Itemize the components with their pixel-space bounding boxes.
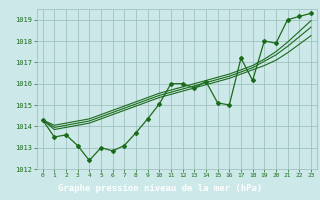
Text: Graphe pression niveau de la mer (hPa): Graphe pression niveau de la mer (hPa): [58, 184, 262, 193]
